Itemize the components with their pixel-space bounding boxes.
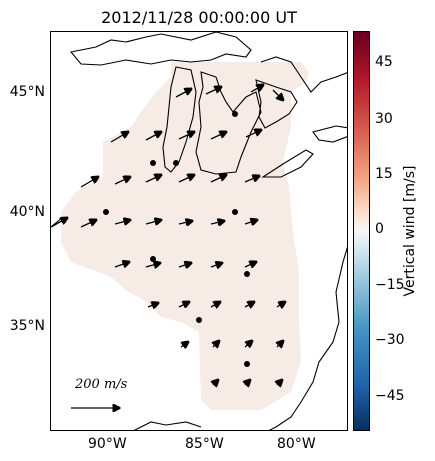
- station-marker: [150, 256, 156, 262]
- wind-arrow: [210, 221, 224, 224]
- wind-arrow: [181, 342, 188, 347]
- wind-vectors: [51, 85, 285, 408]
- canada-shore: [260, 56, 347, 93]
- wind-arrow: [213, 380, 218, 385]
- colorbar-tick-neg15: −15: [375, 277, 405, 293]
- wind-arrow: [210, 263, 222, 267]
- wind-arrow: [210, 175, 226, 183]
- station-marker: [244, 361, 250, 367]
- wind-arrow: [145, 175, 161, 183]
- wind-arrow: [145, 263, 160, 267]
- lon-label-80w: 80°W: [277, 436, 316, 452]
- station-marker: [244, 271, 250, 277]
- wind-field-region: [61, 62, 309, 410]
- wind-arrow: [80, 177, 98, 188]
- wind-arrow: [205, 87, 221, 95]
- station-marker: [173, 160, 179, 166]
- wind-arrow: [245, 130, 261, 138]
- wind-arrow: [244, 262, 256, 267]
- wind-arrow: [178, 175, 194, 183]
- gulf-coast: [133, 421, 202, 430]
- colorbar-tick-30: 30: [375, 111, 393, 127]
- plot-title: 2012/11/28 00:00:00 UT: [101, 8, 297, 27]
- wind-arrow: [114, 177, 130, 185]
- wind-arrow: [178, 221, 192, 224]
- station-marker: [196, 317, 202, 323]
- wind-arrow: [114, 262, 129, 267]
- wind-arrow: [178, 132, 194, 140]
- lake-erie: [261, 149, 314, 178]
- map-svg: [51, 32, 347, 430]
- scale-arrow-label: 200 m/s: [75, 377, 128, 392]
- wind-arrow: [147, 303, 158, 307]
- wind-arrow: [51, 218, 67, 228]
- atlantic-coast: [268, 246, 347, 430]
- lon-label-85w: 85°W: [185, 436, 224, 452]
- wind-arrow: [178, 263, 191, 267]
- colorbar-tick-neg45: −45: [375, 388, 405, 404]
- lake-superior: [69, 32, 252, 66]
- wind-arrow: [145, 220, 161, 224]
- lake-huron: [255, 79, 298, 129]
- wind-arrow: [210, 302, 220, 307]
- wind-arrow: [276, 302, 285, 307]
- colorbar-tick-0: 0: [375, 221, 384, 237]
- colorbar-tick-45: 45: [375, 54, 393, 70]
- wind-arrow: [114, 220, 130, 224]
- vector-arrows: [51, 85, 285, 408]
- wind-arrow: [244, 176, 259, 183]
- wind-arrow: [245, 341, 252, 347]
- colorbar-tick-15: 15: [375, 166, 393, 182]
- wind-arrow: [244, 220, 257, 224]
- wind-arrow: [110, 132, 128, 143]
- wind-arrow: [277, 380, 282, 385]
- coastlines: [51, 32, 347, 430]
- station-marker: [103, 209, 109, 215]
- station-marker: [150, 160, 156, 166]
- station-marker: [232, 111, 238, 117]
- colorbar-label: Vertical wind [m/s]: [402, 165, 418, 297]
- lat-label-40: 40°N: [9, 204, 45, 220]
- wind-arrow: [277, 341, 283, 347]
- wind-arrow: [245, 380, 250, 385]
- wind-arrow: [272, 89, 283, 100]
- colorbar-tick-neg30: −30: [375, 332, 405, 348]
- wind-arrow: [244, 302, 254, 307]
- lake-michigan: [162, 66, 197, 173]
- michigan-peninsula: [195, 71, 262, 175]
- map-panel: [50, 31, 348, 431]
- wind-arrow: [175, 89, 191, 98]
- wind-arrow: [210, 132, 226, 140]
- wind-arrow: [178, 302, 189, 307]
- wind-arrow: [145, 132, 161, 141]
- wind-arrow: [250, 85, 263, 93]
- lat-label-45: 45°N: [9, 84, 45, 100]
- station-marker: [232, 209, 238, 215]
- wind-arrow: [80, 220, 96, 228]
- wind-arrow: [213, 341, 219, 347]
- lon-label-90w: 90°W: [88, 436, 127, 452]
- lat-label-35: 35°N: [9, 318, 45, 334]
- lake-ontario: [312, 125, 347, 143]
- colorbar: [353, 31, 370, 431]
- stations: [103, 111, 250, 367]
